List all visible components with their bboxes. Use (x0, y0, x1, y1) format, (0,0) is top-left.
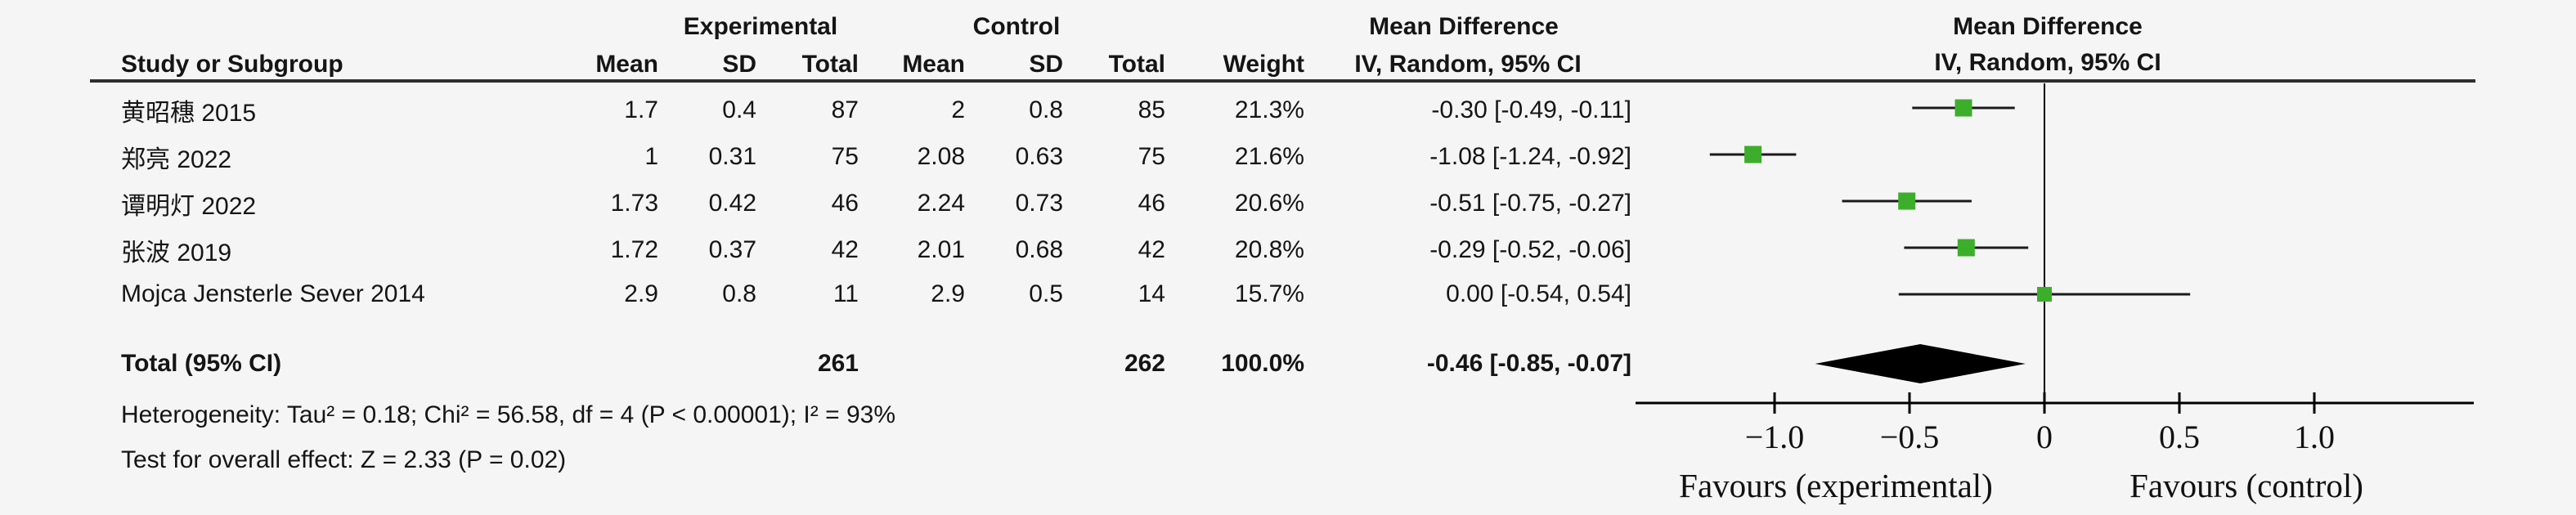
total-ci-text: -0.46 [-0.85, -0.07] (1426, 350, 1631, 377)
weight: 21.3% (1234, 96, 1304, 123)
header-rule (90, 79, 2475, 83)
column-headers-row: Study or Subgroup Mean SD Total Mean SD … (121, 49, 1631, 80)
exp-mean: 1.72 (610, 236, 658, 263)
col-header-exp-sd: SD (722, 51, 756, 78)
ctrl-mean: 2.24 (917, 190, 965, 217)
overall-effect-note: Test for overall effect: Z = 2.33 (P = 0… (121, 446, 567, 473)
col-header-ctrl-sd: SD (1029, 51, 1063, 78)
exp-total: 75 (831, 143, 859, 170)
study-label: Mojca Jensterle Sever 2014 (121, 280, 425, 307)
study-label: 郑亮 2022 (121, 146, 232, 173)
ci-text: -0.29 [-0.52, -0.06] (1429, 236, 1631, 263)
weight: 20.6% (1234, 190, 1304, 217)
header-mean-difference-plot: Mean Difference (1953, 13, 2143, 40)
exp-sd: 0.31 (708, 143, 756, 170)
col-header-ctrl-total: Total (1108, 51, 1165, 78)
col-header-weight: Weight (1223, 51, 1304, 78)
total-label: Total (95% CI) (121, 350, 282, 377)
heterogeneity-note: Heterogeneity: Tau² = 0.18; Chi² = 56.58… (121, 401, 895, 428)
col-header-exp-mean: Mean (595, 51, 658, 78)
header-mean-difference-text: Mean Difference (1369, 13, 1559, 40)
col-header-exp-total: Total (801, 51, 859, 78)
weight: 20.8% (1234, 236, 1304, 263)
axis-tick-label: −1.0 (1745, 419, 1805, 455)
col-header-ci-plot: IV, Random, 95% CI (1934, 49, 2161, 76)
exp-total: 87 (831, 96, 859, 123)
effect-marker (1954, 99, 1972, 117)
axis-tick-label: 0 (2036, 419, 2053, 455)
weight: 21.6% (1234, 143, 1304, 170)
table-row: 郑亮 2022 1 0.31 75 2.08 0.63 75 21.6% -1.… (121, 139, 1631, 173)
ctrl-sd: 0.73 (1015, 190, 1063, 217)
ctrl-sd: 0.5 (1029, 280, 1063, 307)
ctrl-sd: 0.63 (1015, 143, 1063, 170)
ci-text: -0.51 [-0.75, -0.27] (1429, 190, 1631, 217)
exp-sd: 0.37 (708, 236, 756, 263)
ci-text: -0.30 [-0.49, -0.11] (1431, 96, 1631, 123)
effect-marker (1898, 192, 1916, 210)
col-header-ci: IV, Random, 95% CI (1354, 51, 1582, 78)
study-label: 张波 2019 (121, 240, 232, 266)
favours-experimental-label: Favours (experimental) (1679, 467, 1993, 504)
ctrl-sd: 0.8 (1029, 96, 1063, 123)
table-row: 黄昭穗 2015 1.7 0.4 87 2 0.8 85 21.3% -0.30… (121, 92, 1631, 127)
ci-text: -1.08 [-1.24, -0.92] (1429, 143, 1631, 170)
table-row: Mojca Jensterle Sever 2014 2.9 0.8 11 2.… (121, 279, 1631, 310)
col-header-study: Study or Subgroup (121, 51, 343, 78)
ctrl-mean: 2.9 (931, 280, 965, 307)
total-diamond (1815, 344, 2026, 383)
axis-tick-label: −0.5 (1880, 419, 1940, 455)
total-ctrl-total: 262 (1124, 350, 1165, 377)
exp-mean: 1 (644, 143, 658, 170)
exp-sd: 0.42 (708, 190, 756, 217)
exp-total: 46 (831, 190, 859, 217)
total-row: Total (95% CI) 261 262 100.0% -0.46 [-0.… (121, 348, 1631, 379)
exp-total: 42 (831, 236, 859, 263)
table-row: 谭明灯 2022 1.73 0.42 46 2.24 0.73 46 20.6%… (121, 186, 1631, 220)
ctrl-total: 75 (1138, 143, 1165, 170)
effect-marker (1744, 146, 1762, 163)
effect-marker (1957, 239, 1975, 257)
ctrl-total: 46 (1138, 190, 1165, 217)
col-header-ctrl-mean: Mean (902, 51, 965, 78)
study-label: 黄昭穗 2015 (121, 100, 257, 127)
study-label: 谭明灯 2022 (121, 193, 257, 220)
exp-mean: 1.73 (610, 190, 658, 217)
axis-tick-label: 0.5 (2159, 419, 2200, 455)
total-exp-total: 261 (817, 350, 859, 377)
ctrl-total: 42 (1138, 236, 1165, 263)
exp-sd: 0.8 (722, 280, 756, 307)
table-row: 张波 2019 1.72 0.37 42 2.01 0.68 42 20.8% … (121, 232, 1631, 266)
exp-sd: 0.4 (722, 96, 756, 123)
axis-tick-label: 1.0 (2294, 419, 2335, 455)
exp-total: 11 (832, 280, 859, 307)
ctrl-sd: 0.68 (1015, 236, 1063, 263)
ctrl-mean: 2 (951, 96, 965, 123)
header-experimental: Experimental (683, 13, 838, 40)
ctrl-total: 85 (1138, 96, 1165, 123)
ci-text: 0.00 [-0.54, 0.54] (1446, 280, 1631, 307)
ctrl-mean: 2.08 (917, 143, 965, 170)
header-control: Control (972, 13, 1061, 40)
exp-mean: 2.9 (624, 280, 658, 307)
ctrl-mean: 2.01 (917, 236, 965, 263)
favours-control-label: Favours (control) (2129, 467, 2363, 504)
total-weight: 100.0% (1221, 350, 1304, 377)
exp-mean: 1.7 (624, 96, 658, 123)
effect-marker (2037, 287, 2052, 302)
ctrl-total: 14 (1138, 280, 1165, 307)
weight: 15.7% (1234, 280, 1304, 307)
